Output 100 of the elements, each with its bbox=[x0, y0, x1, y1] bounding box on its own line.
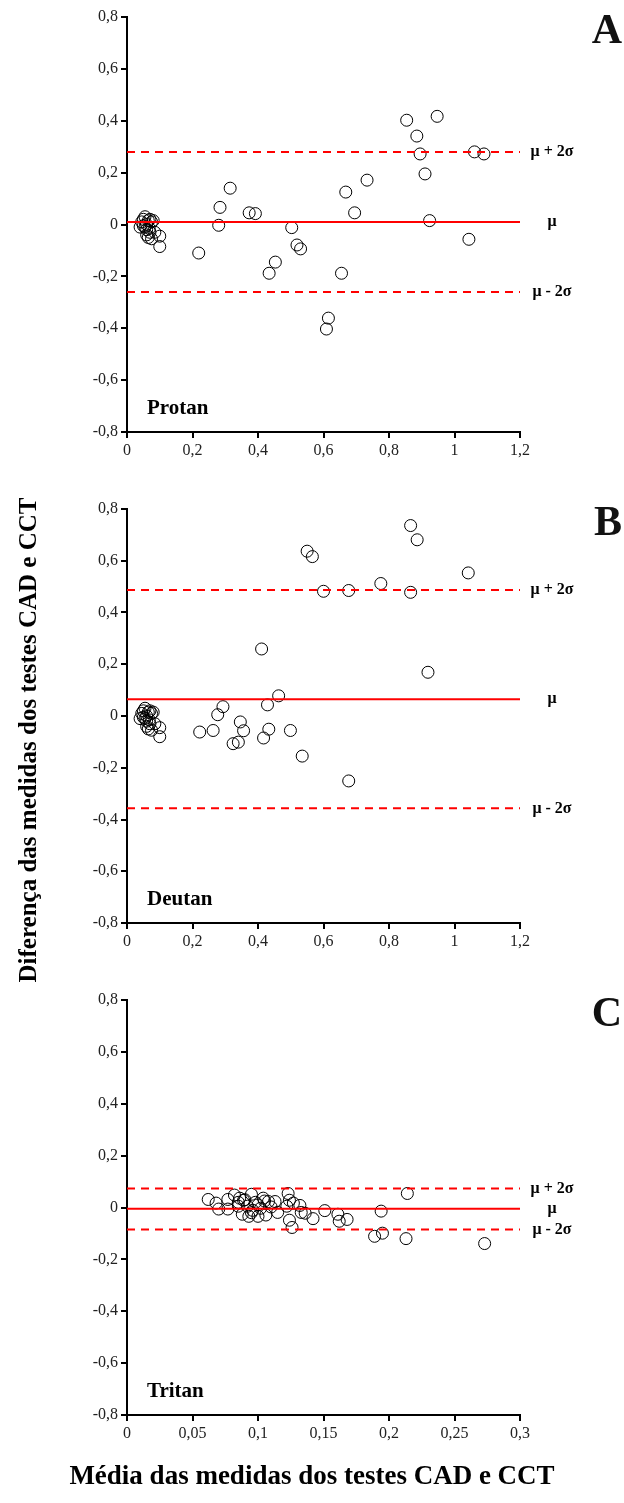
x-tick-label: 0,15 bbox=[309, 1423, 338, 1441]
point bbox=[430, 109, 444, 123]
point bbox=[462, 232, 476, 246]
x-tick-label: 0,3 bbox=[510, 1423, 530, 1441]
y-tick-label: 0 bbox=[110, 214, 118, 232]
point bbox=[285, 1220, 299, 1234]
point bbox=[231, 1195, 245, 1209]
point bbox=[342, 774, 356, 788]
ref-line-label: μ + 2σ bbox=[530, 142, 574, 161]
point bbox=[268, 255, 282, 269]
point bbox=[374, 577, 388, 591]
x-tick-label: 0,8 bbox=[379, 440, 399, 458]
y-tick-label: 0,8 bbox=[98, 7, 118, 25]
y-tick-label: -0,2 bbox=[92, 757, 118, 775]
point bbox=[248, 207, 262, 221]
ref-line-label: μ bbox=[547, 212, 557, 231]
point bbox=[213, 200, 227, 214]
point bbox=[153, 730, 167, 744]
point bbox=[282, 1193, 296, 1207]
point bbox=[423, 214, 437, 228]
point bbox=[280, 1199, 294, 1213]
point bbox=[400, 113, 414, 127]
point bbox=[404, 519, 418, 533]
point bbox=[418, 167, 432, 181]
annotation: Deutan bbox=[147, 886, 213, 910]
point bbox=[221, 1192, 235, 1206]
x-tick-label: 0,2 bbox=[379, 1423, 399, 1441]
x-tick-label: 0,05 bbox=[178, 1423, 207, 1441]
ref-line-label: μ - 2σ bbox=[532, 1219, 572, 1238]
point bbox=[262, 722, 276, 736]
point bbox=[257, 731, 271, 745]
point bbox=[209, 1196, 223, 1210]
point bbox=[282, 1213, 296, 1227]
point bbox=[477, 147, 491, 161]
x-tick-label: 0 bbox=[123, 1423, 131, 1441]
point bbox=[261, 698, 274, 712]
y-tick-label: 0,4 bbox=[98, 110, 118, 128]
point bbox=[244, 1187, 258, 1201]
y-tick-label: 0 bbox=[110, 706, 118, 724]
text: B bbox=[593, 497, 622, 544]
point bbox=[242, 206, 256, 220]
point bbox=[145, 723, 159, 737]
y-axis-title: Diferença das medidas dos testes CAD e CCT bbox=[14, 497, 42, 983]
point bbox=[221, 1202, 235, 1216]
point bbox=[251, 1209, 265, 1223]
point bbox=[153, 721, 167, 735]
y-tick-label: 0,6 bbox=[98, 59, 118, 77]
ref-line-label: μ + 2σ bbox=[530, 1178, 574, 1197]
point bbox=[306, 1212, 320, 1226]
point bbox=[223, 181, 237, 195]
ref-line-label: μ bbox=[547, 689, 557, 708]
x-tick-label: 1 bbox=[450, 931, 459, 949]
y-tick-label: 0,2 bbox=[98, 654, 118, 672]
point bbox=[290, 238, 304, 252]
y-tick-label: 0 bbox=[110, 1197, 118, 1215]
point bbox=[212, 1202, 226, 1216]
point bbox=[368, 1229, 382, 1243]
point bbox=[241, 1199, 255, 1213]
y-tick-label: -0,4 bbox=[92, 318, 118, 336]
x-tick-label: 1,2 bbox=[510, 440, 530, 458]
y-tick-label: -0,2 bbox=[92, 266, 118, 284]
point bbox=[410, 533, 424, 547]
annotation: Tritan bbox=[147, 1378, 205, 1402]
point bbox=[148, 717, 162, 731]
point bbox=[193, 725, 207, 739]
point bbox=[231, 1199, 245, 1213]
y-tick-label: 0,8 bbox=[98, 990, 118, 1008]
point bbox=[286, 1196, 300, 1210]
point bbox=[375, 1226, 389, 1240]
point bbox=[281, 1186, 295, 1200]
point bbox=[271, 1205, 285, 1219]
point bbox=[206, 723, 220, 737]
x-tick-label: 0 bbox=[123, 440, 131, 458]
y-tick-label: -0,2 bbox=[92, 1249, 118, 1267]
y-tick-label: -0,8 bbox=[92, 1405, 118, 1423]
x-tick-label: 0,6 bbox=[313, 931, 334, 949]
point bbox=[318, 1204, 332, 1218]
x-tick-label: 0 bbox=[123, 931, 131, 949]
y-tick-label: -0,4 bbox=[92, 809, 118, 827]
x-tick-label: 0,2 bbox=[182, 931, 203, 949]
point bbox=[348, 206, 362, 220]
x-tick-label: 0,4 bbox=[248, 440, 268, 458]
y-tick-label: 0,8 bbox=[98, 499, 118, 517]
text: C bbox=[591, 988, 622, 1035]
point bbox=[335, 266, 349, 280]
x-axis-title: Média das medidas dos testes CAD e CCT bbox=[68, 1460, 556, 1491]
point bbox=[283, 723, 297, 737]
point bbox=[461, 566, 475, 580]
ref-line-label: μ - 2σ bbox=[532, 282, 572, 301]
y-tick-label: 0,4 bbox=[98, 602, 118, 620]
y-tick-label: -0,6 bbox=[92, 1353, 118, 1371]
point bbox=[293, 1198, 307, 1212]
annotation: Protan bbox=[147, 395, 209, 419]
y-tick-label: -0,8 bbox=[92, 913, 118, 931]
y-tick-label: 0,2 bbox=[98, 162, 118, 180]
y-tick-label: -0,4 bbox=[92, 1301, 118, 1319]
point bbox=[342, 584, 356, 598]
point bbox=[272, 689, 286, 703]
x-tick-label: 0,2 bbox=[182, 440, 203, 458]
point bbox=[255, 642, 269, 656]
